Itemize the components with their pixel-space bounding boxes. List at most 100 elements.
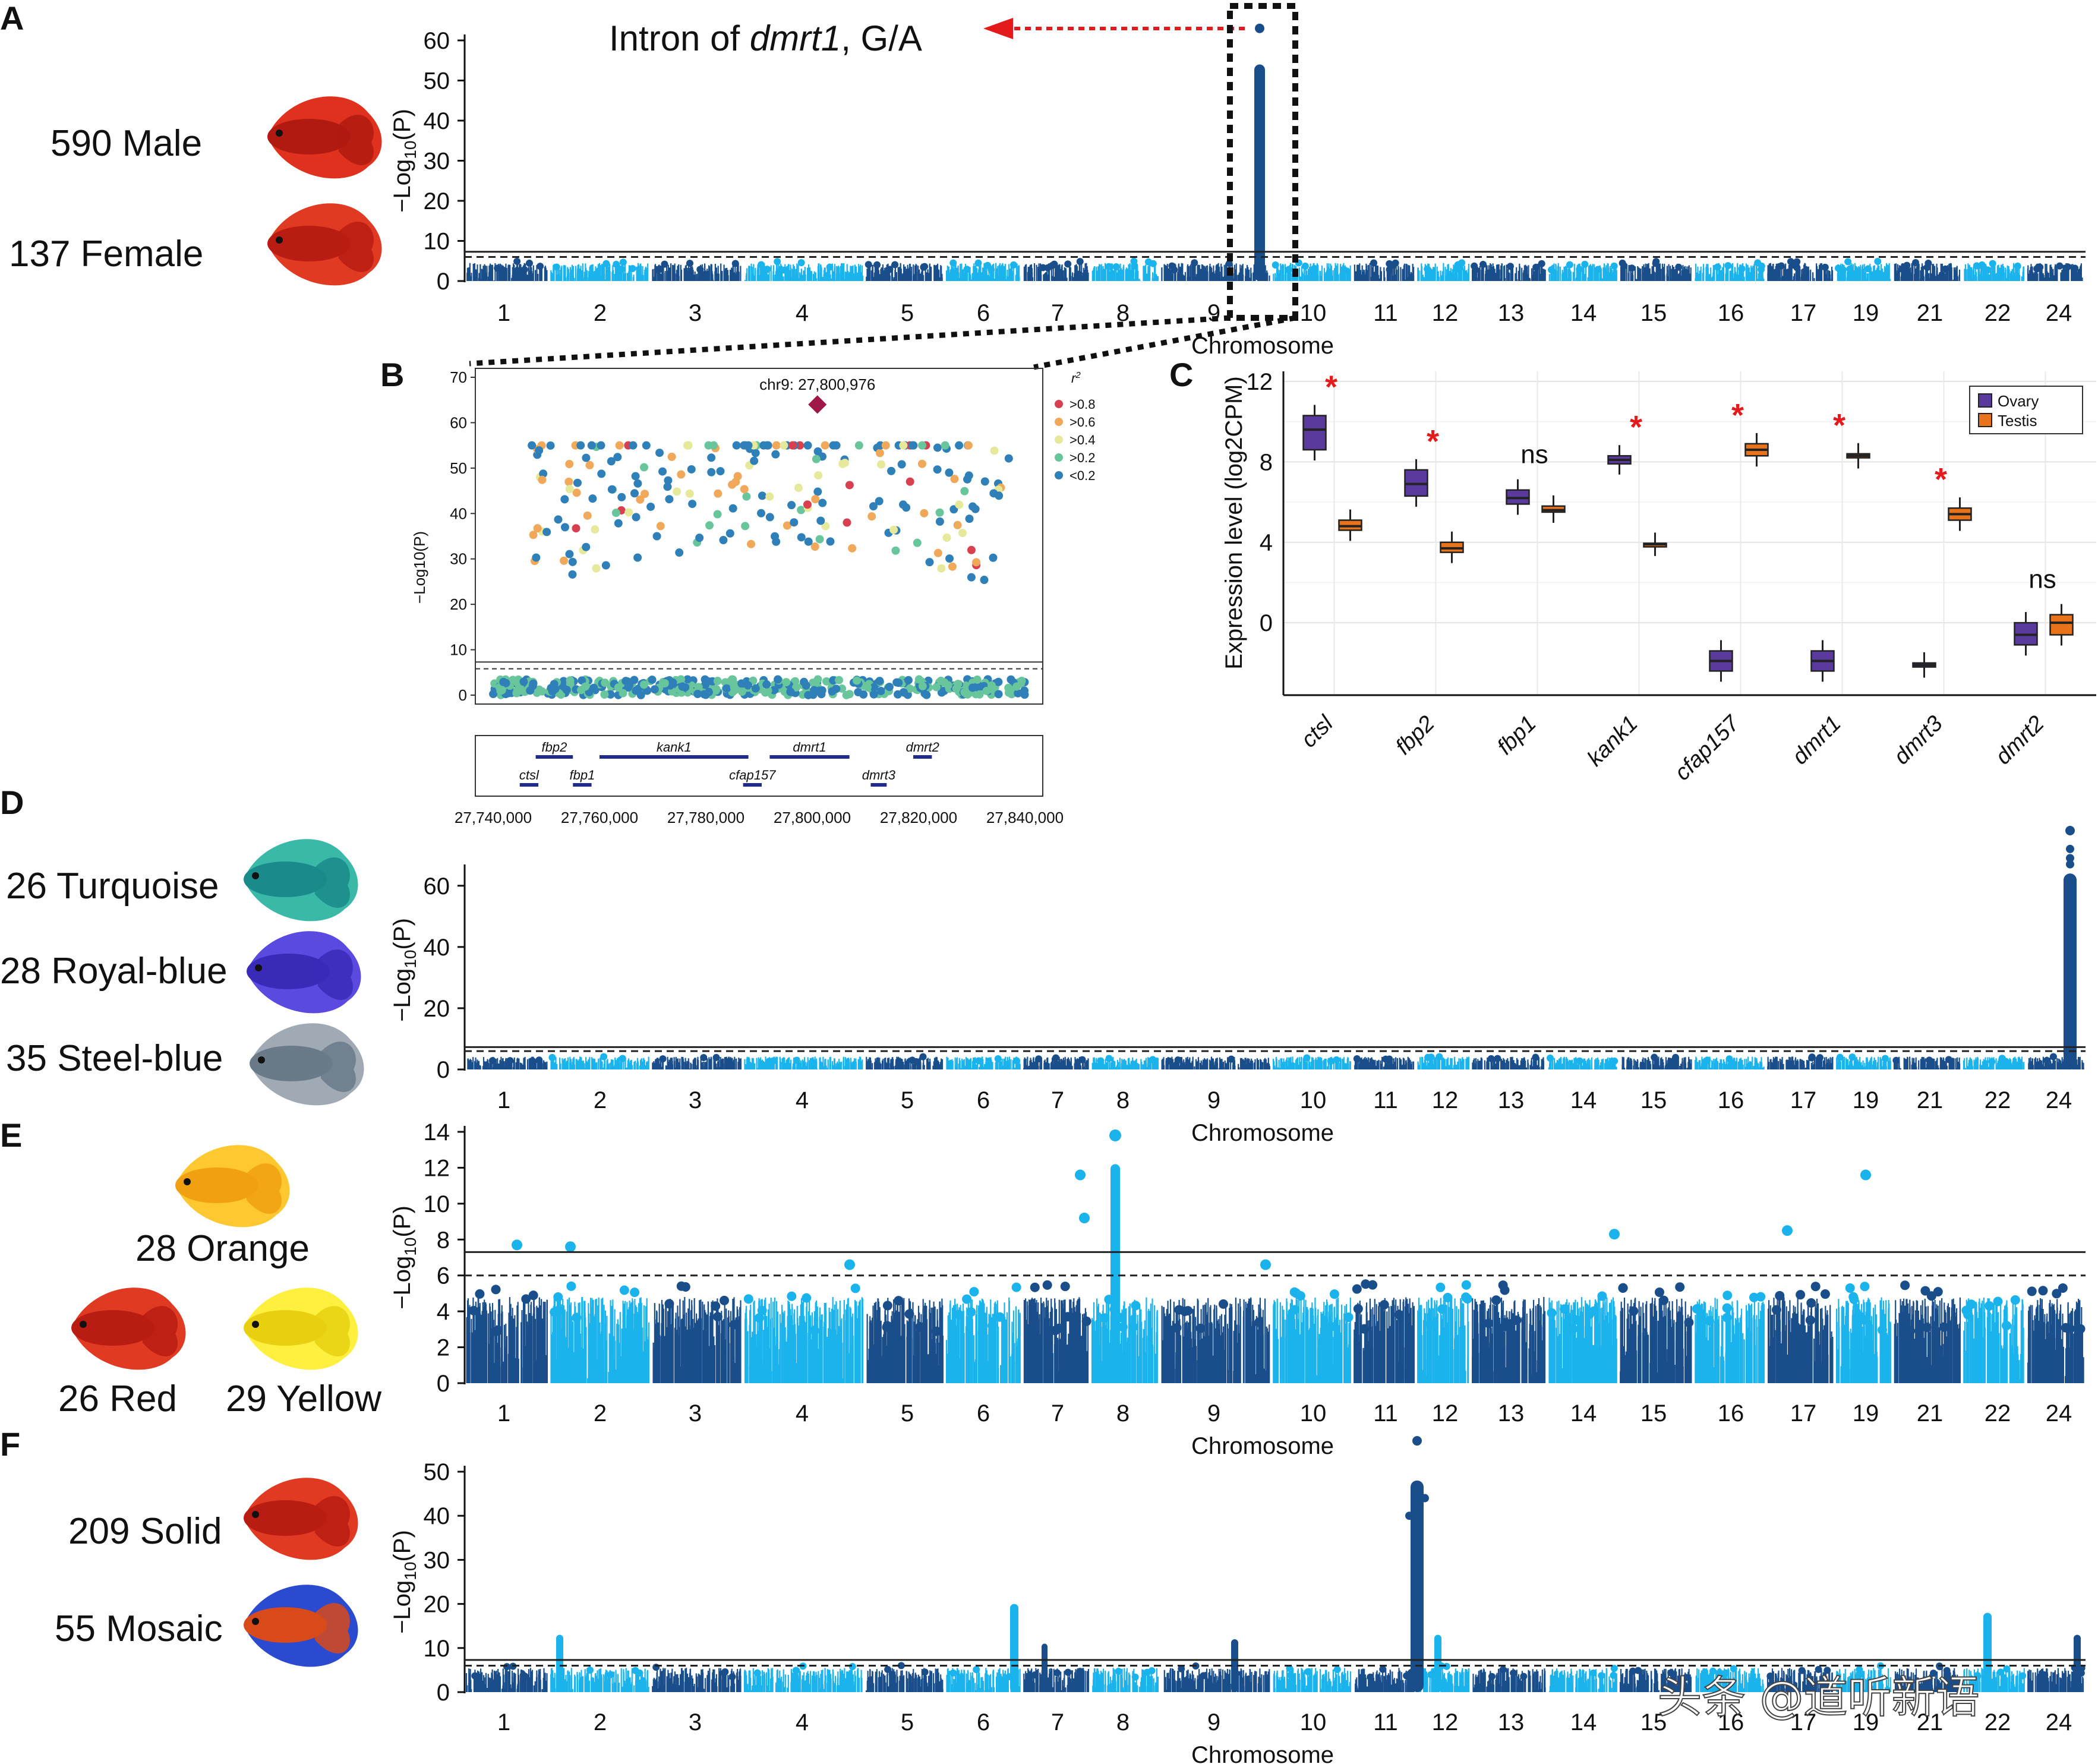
- snp-point: [652, 532, 661, 541]
- chromosome-band-3: [652, 1297, 742, 1383]
- x-tick-label-5: 5: [901, 1709, 914, 1735]
- chromosome-band-6: [946, 1056, 1021, 1069]
- snp-point: [722, 684, 731, 693]
- snp-point: [1846, 265, 1854, 273]
- snp-point: [491, 1285, 501, 1295]
- chromosome-band-24: [2027, 263, 2083, 281]
- snp-point: [1754, 259, 1762, 267]
- snp-point: [1128, 1322, 1138, 1332]
- snp-point: [728, 1673, 736, 1681]
- snp-point: [1254, 1317, 1264, 1327]
- snp-point: [613, 453, 622, 462]
- peak-column: [556, 1634, 563, 1692]
- eye-shape: [252, 1618, 259, 1625]
- snp-point: [677, 470, 686, 479]
- x-tick-label-17: 17: [1790, 1709, 1817, 1735]
- y-tick-label: 60: [424, 873, 450, 900]
- snp-point: [553, 1292, 563, 1302]
- snp-point: [640, 463, 649, 472]
- panel-letter-f: F: [0, 1425, 20, 1463]
- snp-point: [657, 265, 664, 273]
- snp-point: [987, 681, 996, 690]
- y-tick-label: 20: [424, 1592, 450, 1618]
- snp-point: [538, 687, 547, 696]
- snp-point: [591, 525, 600, 534]
- snp-point: [1547, 1054, 1554, 1062]
- snp-point: [646, 502, 655, 511]
- x-tick-label-14: 14: [1570, 1087, 1597, 1113]
- snp-point: [751, 684, 760, 693]
- chromosome-band-12: [1417, 1056, 1469, 1069]
- x-tick-label-3: 3: [689, 1400, 702, 1427]
- snp-point: [891, 546, 900, 555]
- snp-point: [967, 573, 976, 582]
- y-tick-label: 40: [450, 504, 467, 522]
- snp-point: [790, 518, 799, 527]
- chromosome-band-7: [1023, 1297, 1089, 1383]
- snp-point: [965, 515, 974, 523]
- snp-point: [854, 441, 863, 450]
- annotation-gene: dmrt1: [750, 18, 841, 58]
- snp-point: [490, 1326, 500, 1336]
- x-tick-label-13: 13: [1498, 1400, 1525, 1427]
- snp-point: [2058, 1283, 2068, 1293]
- snp-point: [730, 683, 739, 692]
- legend-swatch: [1055, 436, 1063, 444]
- snp-point: [623, 677, 632, 686]
- snp-point: [613, 260, 620, 268]
- snp-point: [897, 460, 906, 469]
- snp-point: [933, 548, 942, 557]
- snp-point: [607, 1671, 614, 1678]
- snp-point: [1860, 1169, 1871, 1181]
- snp-point: [980, 576, 989, 585]
- snp-point: [1973, 262, 1980, 270]
- snp-point: [1978, 261, 1986, 269]
- snp-point: [933, 465, 942, 474]
- chromosome-band-16: [1695, 1298, 1765, 1383]
- tail-shape: [315, 1496, 350, 1547]
- chromosome-band-21: [1894, 1297, 1961, 1383]
- body-shape: [175, 1167, 258, 1203]
- x-tick-label-1: 1: [497, 300, 510, 326]
- y-tick-label: 6: [437, 1263, 450, 1289]
- snp-point: [751, 449, 760, 457]
- snp-point: [521, 1673, 529, 1680]
- snp-point: [1635, 1667, 1642, 1674]
- snp-point: [521, 1294, 531, 1304]
- snp-point: [835, 676, 844, 684]
- peak-column: [1231, 1639, 1238, 1692]
- gene-ctsl: [519, 783, 539, 787]
- x-tick-label-7: 7: [1051, 300, 1064, 326]
- snp-point: [568, 557, 577, 566]
- snp-point: [743, 1294, 753, 1304]
- x-tick-label-8: 8: [1116, 1087, 1130, 1113]
- eye-shape: [80, 1321, 87, 1328]
- snp-point: [1652, 260, 1660, 267]
- label-solid: 209 Solid: [68, 1511, 222, 1552]
- snp-point: [1675, 263, 1683, 271]
- snp-point: [619, 258, 627, 266]
- snp-point: [652, 1664, 660, 1671]
- snp-point: [592, 564, 601, 573]
- x-tick-label-15: 15: [1640, 1400, 1667, 1427]
- snp-point: [1424, 265, 1431, 273]
- snp-point: [1594, 266, 1602, 273]
- y-tick-label: 60: [450, 414, 467, 431]
- chromosome-band-15: [1620, 1298, 1692, 1383]
- significance-label: *: [1935, 462, 1947, 497]
- snp-point: [513, 686, 522, 695]
- x-tick-label-12: 12: [1432, 1087, 1459, 1113]
- label-male: 590 Male: [51, 123, 202, 164]
- betta-fish-icon: [71, 1288, 186, 1370]
- snp-point: [1878, 1325, 1888, 1335]
- snp-point: [572, 524, 581, 533]
- snp-point: [1370, 259, 1378, 267]
- chromosome-band-2: [550, 1297, 649, 1383]
- y-tick-label: 20: [450, 595, 467, 613]
- snp-point: [1597, 1291, 1607, 1301]
- x-tick-label-16: 16: [1718, 1709, 1744, 1735]
- snp-point: [1730, 1665, 1737, 1673]
- x-tick-label-2: 2: [594, 1709, 607, 1735]
- snp-point: [1654, 1287, 1664, 1297]
- x-tick-label-15: 15: [1640, 300, 1667, 326]
